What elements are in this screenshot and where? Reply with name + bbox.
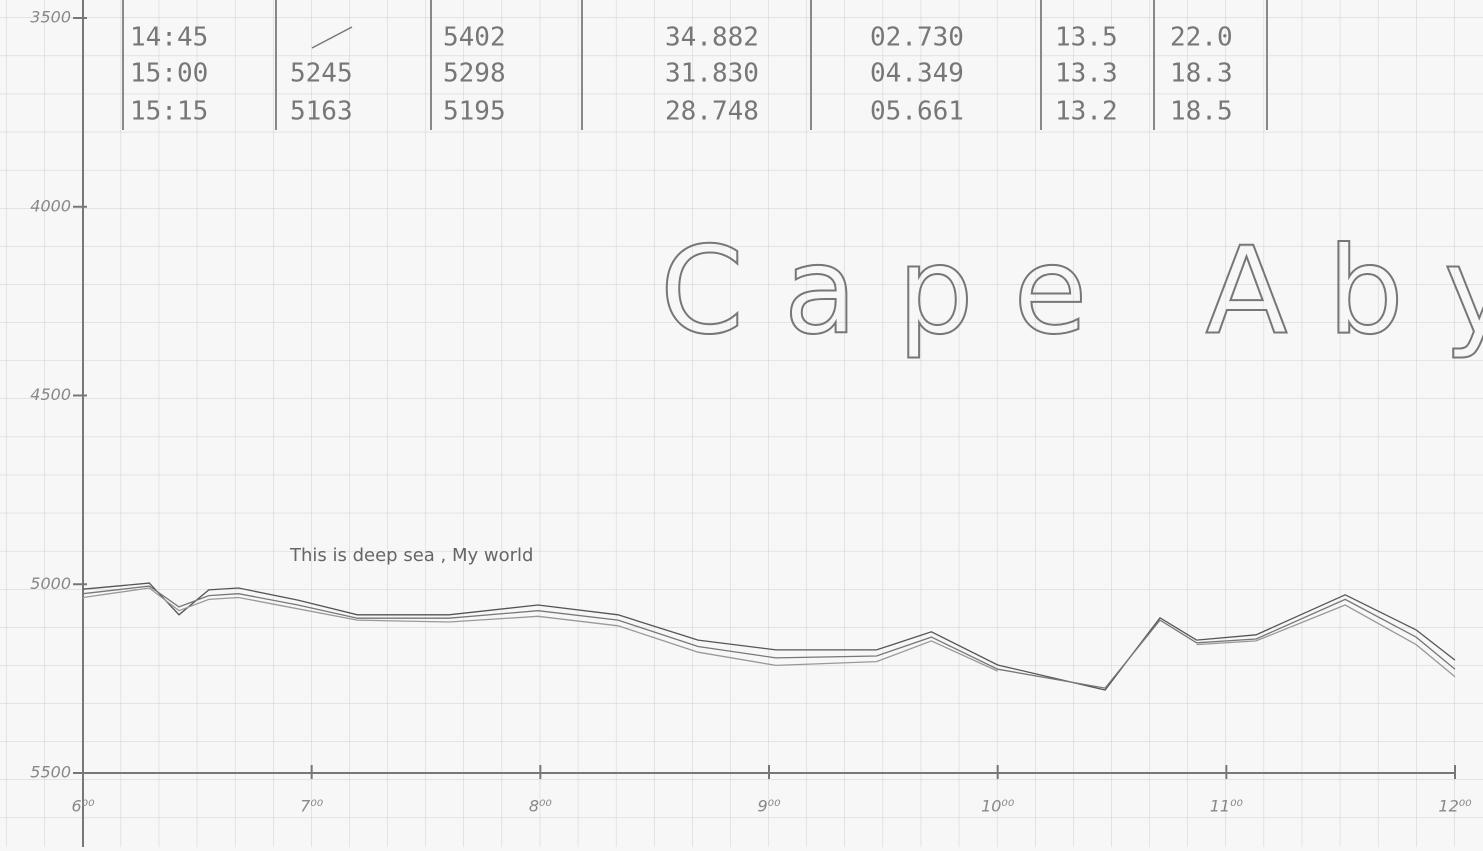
table-cell: 22.0 (1170, 23, 1233, 53)
y-tick-label: 5500 (30, 763, 71, 782)
chart-title: Cape Abyss (660, 223, 1483, 362)
y-tick-label: 4500 (30, 385, 71, 404)
table-cell: 5245 (290, 59, 353, 89)
table-cell: 02.730 (870, 23, 964, 53)
y-tick-label: 3500 (30, 8, 71, 27)
table-cell: 05.661 (870, 97, 964, 127)
table-cell: 28.748 (665, 97, 759, 127)
table-cell: 18.3 (1170, 59, 1233, 89)
table-cell: 5195 (443, 97, 506, 127)
y-tick-label: 4000 (30, 196, 71, 215)
table-cell: 04.349 (870, 59, 964, 89)
table-cell: 18.5 (1170, 97, 1233, 127)
depth-line (82, 585, 1456, 689)
x-tick-label: 9⁰⁰ (757, 797, 781, 816)
depth-line (82, 587, 1456, 678)
x-tick-label: 12⁰⁰ (1438, 797, 1472, 816)
table-cell: 15:00 (130, 59, 208, 89)
x-tick-label: 7⁰⁰ (300, 797, 324, 816)
table-cell: 5163 (290, 97, 353, 127)
table-cell: 14:45 (130, 23, 208, 53)
table-cell: 13.2 (1055, 97, 1118, 127)
table-cell: 31.830 (665, 59, 759, 89)
annotation: This is deep sea , My world (289, 545, 533, 566)
table-cell: 13.3 (1055, 59, 1118, 89)
x-tick-label: 11⁰⁰ (1210, 797, 1244, 816)
x-tick-label: 10⁰⁰ (981, 797, 1015, 816)
table-cell: 5298 (443, 59, 506, 89)
slash-mark (311, 26, 353, 49)
table-separators (122, 0, 1268, 130)
table-cell: 13.5 (1055, 23, 1118, 53)
table-cell: 5402 (443, 23, 506, 53)
x-tick-label: 8⁰⁰ (529, 797, 553, 816)
y-tick-label: 5000 (30, 574, 71, 593)
table-cell: 34.882 (665, 23, 759, 53)
x-tick-label: 6⁰⁰ (71, 797, 95, 816)
depth-line (82, 582, 1456, 691)
table-cell: 15:15 (130, 97, 208, 127)
